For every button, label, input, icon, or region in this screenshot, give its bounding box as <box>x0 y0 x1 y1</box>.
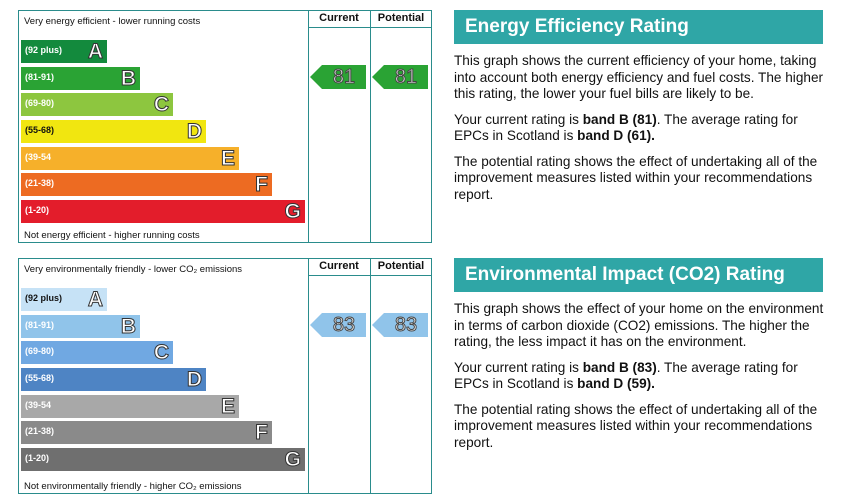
band-range-label: (1-20) <box>25 205 50 215</box>
band-range-label: (39-54 <box>25 152 52 162</box>
band-letter: F <box>255 173 269 197</box>
current-rating-arrow: 83 <box>310 313 366 337</box>
band-letter: D <box>186 120 202 144</box>
band-bar-f: (21-38) F <box>21 173 272 197</box>
energy-paragraph-1: This graph shows the current efficiency … <box>454 53 824 101</box>
environmental-paragraph-2: Your current rating is band B (83). The … <box>454 359 798 392</box>
band-bar-b: (81-91) B <box>21 67 140 91</box>
current-column-header: Current <box>319 260 359 272</box>
band-bar-b: (81-91) B <box>21 315 140 339</box>
band-range-label: (21-38) <box>25 178 55 188</box>
band-range-label: (69-80) <box>25 346 55 356</box>
band-letter: E <box>220 147 235 171</box>
potential-rating-value: 81 <box>394 66 418 89</box>
band-range-label: (69-80) <box>25 98 55 108</box>
band-letter: D <box>186 368 202 392</box>
band-range-label: (21-38) <box>25 426 55 436</box>
band-letter: G <box>284 448 301 472</box>
band-range-label: (55-68) <box>25 125 55 135</box>
current-column-header: Current <box>319 12 359 24</box>
band-letter: C <box>153 341 169 365</box>
band-bar-e: (39-54 E <box>21 395 239 419</box>
band-bar-d: (55-68) D <box>21 368 206 392</box>
band-bar-g: (1-20) G <box>21 448 305 472</box>
potential-rating-arrow: 81 <box>372 65 428 89</box>
current-rating-arrow: 81 <box>310 65 366 89</box>
environmental-impact-chart: Very environmentally friendly - lower CO… <box>18 258 432 494</box>
band-bar-a: (92 plus) A <box>21 40 107 64</box>
band-range-label: (81-91) <box>25 320 55 330</box>
current-rating-value: 81 <box>332 66 356 89</box>
environmental-panel-text: This graph shows the effect of your home… <box>454 301 824 460</box>
band-bar-f: (21-38) F <box>21 421 272 445</box>
environmental-paragraph-3: The potential rating shows the effect of… <box>454 401 818 450</box>
potential-rating-value: 83 <box>394 314 418 337</box>
band-bar-c: (69-80) C <box>21 93 173 117</box>
band-range-label: (92 plus) <box>25 293 63 303</box>
band-range-label: (55-68) <box>25 373 55 383</box>
energy-paragraph-3: The potential rating shows the effect of… <box>454 153 818 202</box>
band-bar-a: (92 plus) A <box>21 288 107 312</box>
potential-column-header: Potential <box>377 260 425 272</box>
environmental-paragraph-1: This graph shows the effect of your home… <box>454 301 824 349</box>
current-rating-value: 83 <box>332 314 356 337</box>
band-letter: A <box>87 40 103 64</box>
band-letter: B <box>120 67 136 91</box>
band-letter: F <box>255 421 269 445</box>
band-bar-e: (39-54 E <box>21 147 239 171</box>
band-range-label: (92 plus) <box>25 45 63 55</box>
band-bar-c: (69-80) C <box>21 341 173 365</box>
energy-panel-text: This graph shows the current efficiency … <box>454 53 824 212</box>
band-range-label: (81-91) <box>25 72 55 82</box>
band-bar-g: (1-20) G <box>21 200 305 224</box>
chart-bottom-label: Not energy efficient - higher running co… <box>24 230 200 241</box>
band-letter: E <box>220 395 235 419</box>
band-letter: A <box>87 288 103 312</box>
band-range-label: (1-20) <box>25 453 50 463</box>
band-letter: B <box>120 315 136 339</box>
chart-top-label: Very energy efficient - lower running co… <box>24 16 201 27</box>
potential-column-header: Potential <box>377 12 425 24</box>
band-range-label: (39-54 <box>25 400 52 410</box>
band-letter: C <box>153 93 169 117</box>
chart-top-label: Very environmentally friendly - lower CO… <box>24 264 243 275</box>
environmental-panel-title: Environmental Impact (CO2) Rating <box>454 258 823 292</box>
energy-panel-title: Energy Efficiency Rating <box>454 10 823 44</box>
band-letter: G <box>284 200 301 224</box>
band-bar-d: (55-68) D <box>21 120 206 144</box>
chart-bottom-label: Not environmentally friendly - higher CO… <box>24 481 242 492</box>
potential-rating-arrow: 83 <box>372 313 428 337</box>
energy-efficiency-chart: Very energy efficient - lower running co… <box>18 10 432 243</box>
energy-paragraph-2: Your current rating is band B (81). The … <box>454 111 798 144</box>
